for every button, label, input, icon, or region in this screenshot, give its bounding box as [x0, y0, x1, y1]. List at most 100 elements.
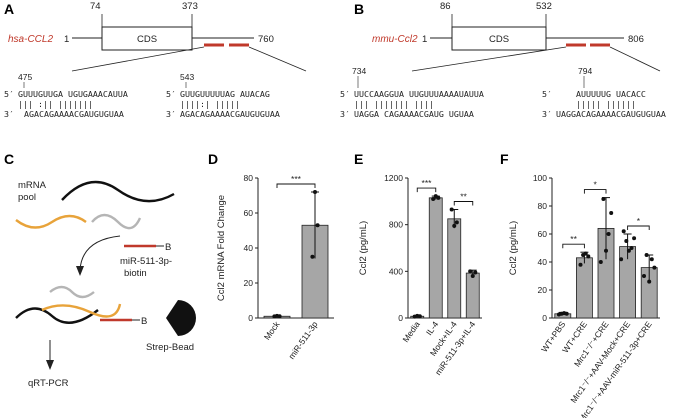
chart-d: 0 20 40 60 80 Ccl2 mRNA Fold Change Mock miR-51…: [216, 173, 334, 361]
data-point: [473, 270, 478, 275]
zoom-line-left: [411, 46, 567, 72]
readout-arrow-head: [46, 360, 54, 370]
data-point: [619, 257, 624, 262]
mrna-orange: [15, 214, 87, 229]
site1-pairing: ||| :|| |||||||: [18, 99, 93, 109]
significance-bracket: [453, 201, 474, 206]
data-point: [601, 197, 606, 201]
data-point: [310, 254, 315, 259]
captured-black: [15, 307, 99, 324]
site1-position: 475: [18, 72, 32, 82]
biotin-b-label: B: [165, 242, 171, 253]
gene-name: hsa-CCL2: [8, 34, 53, 45]
data-point: [606, 232, 611, 236]
site1-mirna: AGACAGAAAACGAUGUGUAA: [24, 109, 124, 119]
zoom-line-left: [71, 46, 205, 72]
site1-pairing: ||| ||||||| ||||: [354, 99, 434, 109]
site2-5prime: 5′: [542, 89, 552, 99]
site1-3prime: 3′: [340, 109, 350, 119]
significance-label: ***: [291, 174, 302, 184]
data-point: [452, 223, 457, 228]
unbound-grey: [49, 285, 95, 299]
site2-3prime: 3′: [166, 109, 176, 119]
significance-bracket: [416, 187, 437, 193]
y-axis-label: Ccl2 mRNA Fold Change: [216, 195, 227, 301]
data-point: [436, 195, 441, 200]
y-tick-label: 0: [542, 313, 547, 323]
y-tick-label: 20: [538, 285, 548, 295]
data-point: [642, 274, 646, 278]
data-point: [598, 260, 603, 264]
bar: [465, 272, 480, 319]
site1-mirna: UAGGA CAGAAAACGAUG UGUAA: [354, 109, 474, 119]
site2-mirna: AGACAGAAAACGAUGUGUAA: [180, 109, 280, 119]
data-point: [454, 220, 459, 225]
significance-bracket: [627, 225, 650, 230]
y-tick-label: 0: [248, 313, 253, 323]
zoom-line-right: [609, 46, 661, 72]
zoom-line-right: [248, 46, 307, 72]
panel-label-b: B: [354, 1, 364, 17]
panel-b-alignments: 734 5′ UUCCAAGGUA UUGUUUAAAAUAUUA ||| ||…: [340, 66, 666, 119]
site2-3prime: 3′: [542, 109, 552, 119]
bound-b-label: B: [141, 316, 147, 327]
readout-label: qRT-PCR: [28, 378, 69, 389]
y-tick-label: 80: [538, 201, 548, 211]
data-point: [449, 207, 454, 212]
category-label: IL-4: [424, 319, 441, 337]
y-tick-label: 1200: [384, 173, 403, 183]
y-tick-label: 40: [244, 243, 254, 253]
y-tick-label: 60: [538, 229, 548, 239]
site1-mrna: UUCCAAGGUA UUGUUUAAAAUAUUA: [354, 89, 484, 99]
site2-5prime: 5′: [166, 89, 176, 99]
cds-end-position: 373: [182, 1, 198, 12]
mrna-black: [61, 180, 175, 203]
data-point: [277, 314, 282, 319]
y-tick-label: 60: [244, 208, 254, 218]
data-point: [626, 248, 631, 253]
combine-arrow: [79, 235, 121, 271]
site1-position: 734: [352, 66, 366, 76]
data-point: [578, 262, 583, 267]
significance-bracket: [276, 183, 316, 188]
captured-orange: [41, 303, 122, 318]
panel-label-d: D: [208, 151, 218, 167]
panel-c-schematic: mRNA pool B miR-511-3p- biotin B Strep-B…: [15, 180, 196, 389]
start-position: 1: [422, 34, 427, 45]
cds-start-position: 74: [90, 1, 101, 12]
mrna-grey: [91, 213, 142, 230]
y-axis-label: Ccl2 (pg/mL): [358, 221, 369, 275]
data-point: [629, 246, 634, 250]
data-point: [313, 190, 317, 194]
data-point: [644, 253, 649, 257]
mrna-pool-label-2: pool: [18, 192, 36, 203]
cds-end-position: 532: [536, 1, 552, 12]
bar: [428, 197, 443, 319]
significance-label: *: [594, 180, 598, 190]
significance-label: **: [570, 234, 577, 244]
data-point: [604, 248, 608, 253]
site1-5prime: 5′: [340, 89, 350, 99]
data-point: [647, 279, 652, 284]
gene-name: mmu-Ccl2: [372, 34, 418, 45]
data-point: [315, 223, 320, 228]
significance-bracket: [583, 189, 607, 194]
data-point: [586, 254, 591, 259]
strep-bead-label: Strep-Bead: [146, 342, 194, 353]
significance-label: *: [637, 216, 641, 226]
y-tick-label: 80: [244, 173, 254, 183]
data-point: [652, 265, 657, 270]
site1-mrna: GUUUGUUGA UGUGAAACAUUA: [18, 89, 128, 99]
category-label: Mock: [262, 319, 282, 342]
site2-position: 794: [578, 66, 592, 76]
start-position: 1: [64, 34, 69, 45]
cds-label: CDS: [137, 34, 157, 45]
combine-arrow-head: [76, 266, 84, 276]
data-point: [564, 311, 569, 316]
panel-a-gene-map: hsa-CCL2 1 CDS 74 373 760: [8, 1, 307, 72]
data-point: [632, 236, 637, 241]
category-label: Media: [400, 319, 422, 344]
category-label: miR-511-3p: [286, 319, 319, 361]
panel-b-gene-map: mmu-Ccl2 1 CDS 86 532 806: [372, 1, 661, 72]
